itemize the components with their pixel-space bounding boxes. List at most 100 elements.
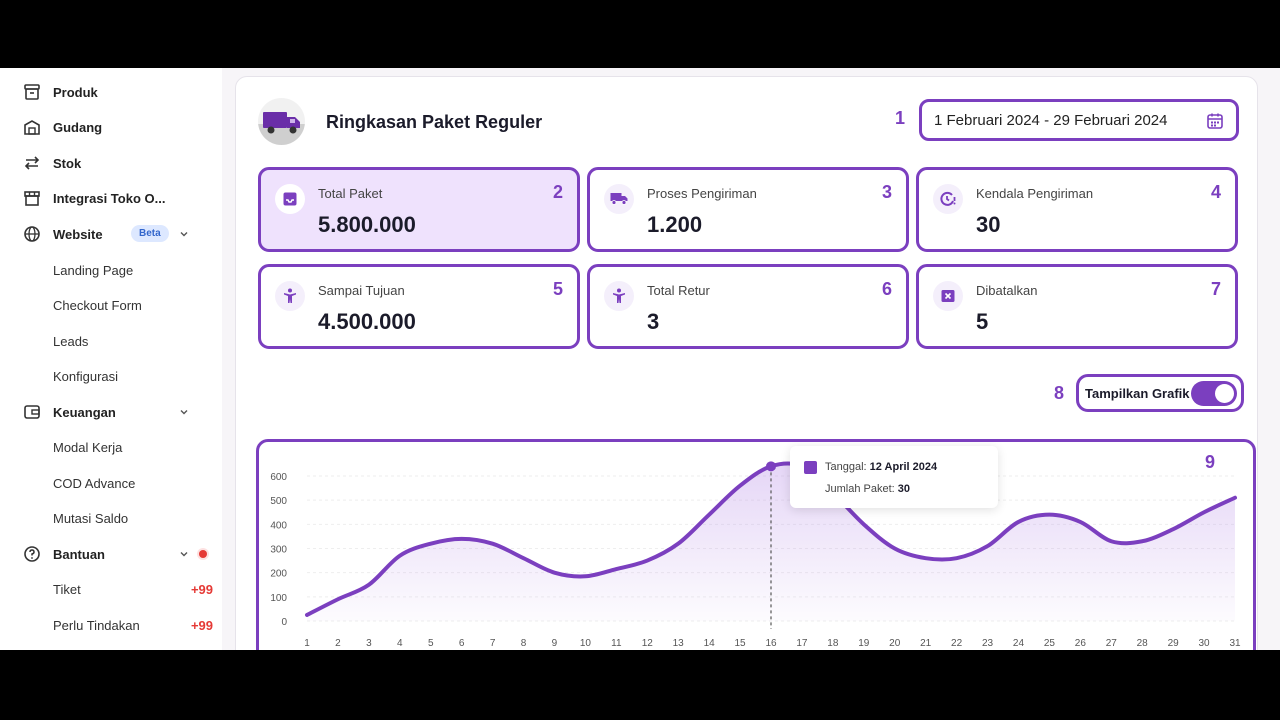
sidebar-item-landing-page[interactable]: Landing Page [0, 255, 222, 285]
card-value: 30 [976, 212, 1001, 237]
y-tick-label: 100 [270, 593, 287, 604]
sidebar-item-tiket[interactable]: Tiket +99 [0, 574, 222, 604]
card-kendala-pengiriman[interactable]: Kendala Pengiriman 30 4 [916, 167, 1238, 252]
sidebar-item-label: Mutasi Saldo [53, 510, 129, 526]
tooltip-count-row: Jumlah Paket: 30 [825, 483, 910, 495]
card-label: Total Retur [647, 283, 710, 298]
marker-4: 4 [1210, 182, 1221, 202]
sidebar-item-bantuan[interactable]: Bantuan [0, 539, 222, 569]
sidebar-item-label: Konfigurasi [53, 368, 119, 384]
chevron-down-icon[interactable] [178, 228, 190, 240]
y-tick-label: 400 [270, 520, 287, 531]
sidebar-item-label: Website [53, 226, 103, 242]
card-sampai-tujuan[interactable]: Sampai Tujuan 4.500.000 5 [258, 264, 580, 349]
card-total-paket[interactable]: Total Paket 5.800.000 2 [258, 167, 580, 252]
sidebar-item-label: Bantuan [53, 546, 105, 562]
sidebar-item-integrasi-toko[interactable]: Integrasi Toko O... [0, 183, 222, 213]
card-label: Total Paket [318, 186, 383, 201]
y-tick-label: 300 [270, 545, 287, 556]
wallet-icon [22, 402, 42, 422]
sidebar-item-label: Gudang [53, 119, 103, 135]
x-tick-label: 4 [397, 638, 403, 649]
x-tick-label: 13 [673, 638, 685, 649]
show-chart-toggle[interactable]: Tampilkan Grafik [1076, 374, 1244, 412]
x-tick-label: 23 [982, 638, 994, 649]
alert-clock-icon [933, 184, 963, 214]
sidebar-item-checkout-form[interactable]: Checkout Form [0, 290, 222, 320]
x-tick-label: 24 [1013, 638, 1025, 649]
y-tick-label: 200 [270, 569, 287, 580]
marker-7: 7 [1210, 279, 1221, 299]
date-range-picker[interactable]: 1 Februari 2024 - 29 Februari 2024 [919, 99, 1239, 141]
series-swatch [804, 461, 817, 474]
x-tick-label: 25 [1044, 638, 1056, 649]
x-tick-label: 29 [1168, 638, 1180, 649]
chevron-down-icon[interactable] [178, 406, 190, 418]
sidebar-item-website[interactable]: Website Beta [0, 219, 222, 249]
sidebar-item-label: Keuangan [53, 404, 116, 420]
x-tick-label: 14 [704, 638, 716, 649]
sidebar-item-stok[interactable]: Stok [0, 148, 222, 178]
sidebar-item-label: Modal Kerja [53, 439, 123, 455]
x-tick-label: 20 [889, 638, 901, 649]
notification-dot [199, 550, 207, 558]
x-tick-label: 15 [735, 638, 747, 649]
sidebar-item-leads[interactable]: Leads [0, 326, 222, 356]
calendar-icon [1207, 113, 1223, 129]
card-value: 1.200 [647, 212, 703, 237]
sidebar-item-produk[interactable]: Produk [0, 77, 222, 107]
summary-panel: Ringkasan Paket Reguler 1 1 Februari 202… [235, 76, 1258, 650]
x-tick-label: 19 [858, 638, 870, 649]
x-tick-label: 5 [428, 638, 434, 649]
x-tick-label: 9 [552, 638, 558, 649]
chevron-down-icon[interactable] [178, 548, 190, 560]
card-proses-pengiriman[interactable]: Proses Pengiriman 1.200 3 [587, 167, 909, 252]
card-total-retur[interactable]: Total Retur 3 6 [587, 264, 909, 349]
x-tick-label: 7 [490, 638, 496, 649]
tooltip-count-value: 30 [897, 483, 911, 495]
series-area [307, 463, 1235, 621]
sidebar-item-keuangan[interactable]: Keuangan [0, 397, 222, 427]
card-value: 3 [647, 309, 660, 334]
x-tick-label: 11 [611, 638, 622, 649]
sidebar-item-label: Perlu Tindakan [53, 617, 140, 633]
marker-1: 1 [895, 108, 906, 128]
tooltip-date-row: Tanggal: 12 April 2024 [825, 461, 937, 473]
marker-3: 3 [881, 182, 892, 202]
x-tick-label: 22 [951, 638, 963, 649]
x-tick-label: 28 [1137, 638, 1149, 649]
sidebar-item-label: Integrasi Toko O... [53, 190, 166, 206]
store-icon [22, 188, 42, 208]
sidebar-item-konfigurasi[interactable]: Konfigurasi [0, 361, 222, 391]
person-return-icon [604, 281, 634, 311]
count-badge: +99 [190, 581, 213, 597]
count-badge: +99 [190, 617, 213, 633]
globe-icon [22, 224, 42, 244]
sidebar-item-mutasi-saldo[interactable]: Mutasi Saldo [0, 503, 222, 533]
x-tick-label: 30 [1199, 638, 1211, 649]
y-tick-label: 500 [270, 496, 287, 507]
card-dibatalkan[interactable]: Dibatalkan 5 7 [916, 264, 1238, 349]
sidebar-item-label: Landing Page [53, 262, 134, 278]
sidebar-item-gudang[interactable]: Gudang [0, 112, 222, 142]
sidebar: Produk Gudang Stok Integrasi Toko O... W… [0, 68, 222, 650]
marker-9: 9 [1205, 452, 1216, 472]
warehouse-icon [22, 117, 42, 137]
sidebar-item-modal-kerja[interactable]: Modal Kerja [0, 432, 222, 462]
sidebar-item-cod-advance[interactable]: COD Advance [0, 468, 222, 498]
toggle-switch[interactable] [1191, 381, 1237, 406]
x-tick-label: 31 [1229, 638, 1241, 649]
help-circle-icon [22, 544, 42, 564]
x-tick-label: 21 [920, 638, 932, 649]
marker-2: 2 [552, 182, 563, 202]
card-value: 5 [976, 309, 989, 334]
card-label: Sampai Tujuan [318, 283, 405, 298]
marker-6: 6 [881, 279, 892, 299]
sidebar-item-perlu-tindakan[interactable]: Perlu Tindakan +99 [0, 610, 222, 640]
card-label: Kendala Pengiriman [976, 186, 1094, 201]
sidebar-item-label: Produk [53, 84, 98, 100]
x-tick-label: 12 [642, 638, 654, 649]
chart-container: 0 100 200 300 400 500 600 1 2 3 4 5 6 7 8 9 10 11 12 13 14 15… [256, 439, 1256, 650]
card-value: 4.500.000 [318, 309, 416, 334]
